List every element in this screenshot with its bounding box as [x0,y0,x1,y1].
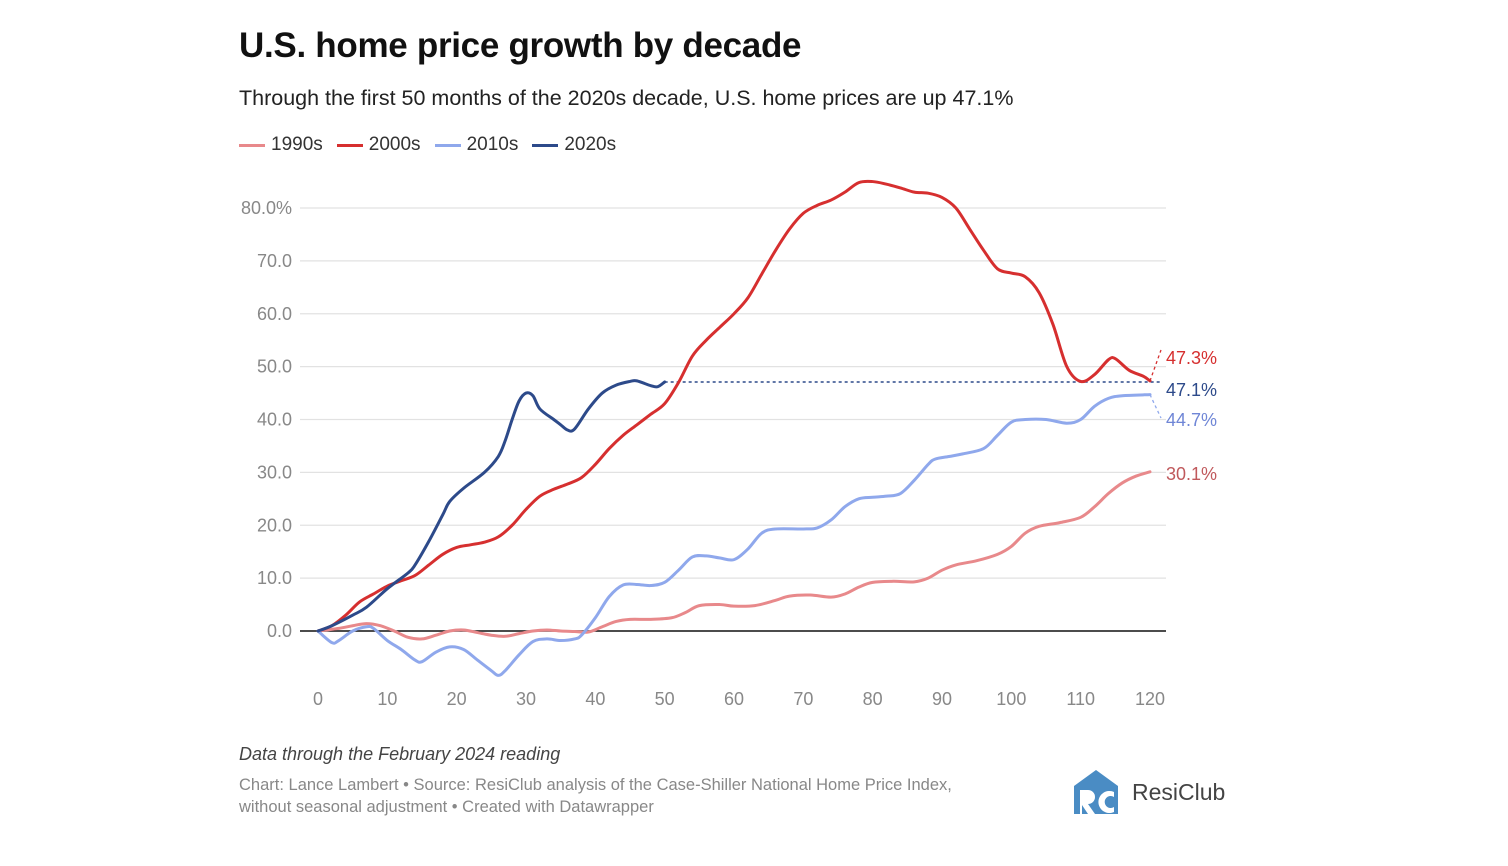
end-label-2000s: 47.3% [1166,348,1217,368]
source-credit: Chart: Lance Lambert • Source: ResiClub … [239,774,1039,818]
series-line-1990s [316,470,1152,641]
chart-title: U.S. home price growth by decade [239,26,802,65]
y-tick-label: 50.0 [257,357,292,377]
source-line: without seasonal adjustment • Created wi… [239,798,654,816]
legend-label: 2020s [564,134,617,155]
gridlines [300,207,1166,632]
x-tick-label: 90 [932,689,952,709]
y-tick-label: 40.0 [257,410,292,430]
legend-label: 2000s [368,134,421,155]
x-tick-label: 60 [724,689,744,709]
x-tick-label: 50 [655,689,675,709]
legend-item-2000s: 2000s [336,134,421,156]
series-lines [316,179,1160,677]
x-tick-label: 10 [377,689,397,709]
y-tick-label: 20.0 [257,515,292,535]
x-tick-label: 100 [996,689,1026,709]
y-tick-label: 60.0 [257,304,292,324]
data-note: Data through the February 2024 reading [239,744,561,764]
end-label-2020s: 47.1% [1166,380,1217,400]
x-axis-ticks: 0 10 20 30 40 50 60 70 80 90 100 110 120 [313,689,1165,709]
legend-item-2020s: 2020s [532,134,616,156]
legend-item-1990s: 1990s [239,134,323,156]
end-label-connector [1149,394,1162,419]
x-tick-label: 40 [585,689,605,709]
legend: 1990s 2000s 2010s 2020s [239,134,616,156]
y-tick-label: 0.0 [267,621,292,641]
y-tick-label: 80.0% [241,198,292,218]
x-tick-label: 120 [1135,689,1165,709]
y-tick-label: 30.0 [257,462,292,482]
chart-subtitle: Through the first 50 months of the 2020s… [239,86,1014,110]
end-labels: 30.1% 47.3% 44.7% 47.1% [1149,348,1217,484]
series-line-2010s [316,393,1152,677]
legend-swatch [336,143,363,147]
x-tick-label: 20 [447,689,467,709]
x-tick-label: 0 [313,689,323,709]
y-tick-label: 10.0 [257,568,292,588]
end-label-1990s: 30.1% [1166,464,1217,484]
legend-swatch [532,143,559,147]
y-axis-ticks: 0.0 10.0 20.0 30.0 40.0 50.0 60.0 70.0 80.0% [241,198,292,641]
y-tick-label: 70.0 [257,251,292,271]
series-line-2020s [316,379,667,633]
x-tick-label: 80 [863,689,883,709]
logo-text: ResiClub [1132,778,1226,805]
end-label-2010s: 44.7% [1166,410,1217,430]
legend-label: 2010s [466,134,519,155]
x-tick-label: 30 [516,689,536,709]
end-label-connector [1149,349,1162,382]
x-tick-label: 70 [793,689,813,709]
source-line: Chart: Lance Lambert • Source: ResiClub … [239,776,952,794]
resiclub-logo: ResiClub [1072,768,1225,816]
legend-swatch [434,143,461,147]
resiclub-logo-icon [1074,770,1118,814]
legend-item-2010s: 2010s [434,134,519,156]
legend-label: 1990s [271,134,323,155]
series-line-2000s [316,179,1152,633]
x-tick-label: 110 [1066,689,1095,709]
legend-swatch [239,143,265,147]
